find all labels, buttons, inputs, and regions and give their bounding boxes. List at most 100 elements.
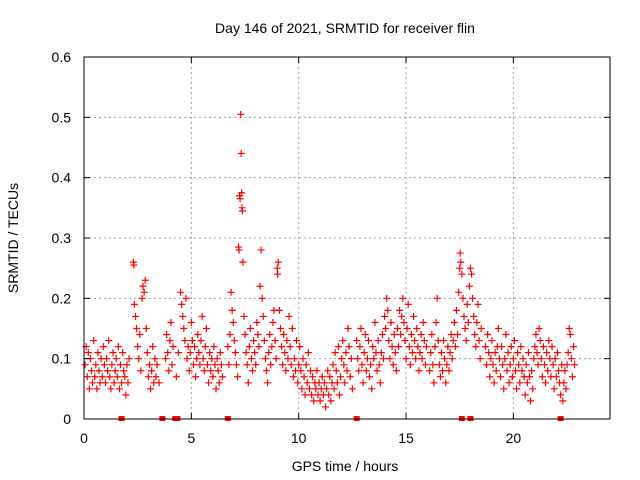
data-point [215,379,223,387]
data-point [295,361,303,369]
data-point [229,318,237,326]
data-point [299,355,307,363]
data-point [403,325,411,332]
y-tick-label: 0.5 [52,109,72,125]
data-point [305,385,313,393]
data-point [199,355,207,363]
data-point [252,361,260,369]
data-point [363,355,371,363]
data-point [232,361,240,369]
data-point [386,355,394,363]
data-point [85,385,93,393]
data-point [441,355,449,363]
data-point [568,373,576,381]
data-point [416,349,424,357]
data-point [197,337,205,345]
data-point [559,397,567,405]
data-point [200,367,208,375]
data-point [357,325,365,332]
data-point [433,294,441,302]
data-point [308,391,316,399]
data-point [417,331,425,339]
data-point [246,325,254,332]
data-point [484,331,492,339]
data-point [285,312,293,320]
data-point [505,379,513,387]
data-point [116,361,124,369]
data-point [451,343,459,351]
data-point [189,361,197,369]
data-point [326,373,334,381]
data-point [206,349,214,357]
data-point [239,258,247,266]
data-point [430,379,438,387]
data-point [241,331,249,339]
data-point [518,367,526,375]
data-point [341,379,349,387]
data-point [83,373,91,381]
data-point [348,385,356,393]
data-point [94,349,102,357]
data-point [487,355,495,363]
data-point [172,373,180,381]
y-tick-label: 0.2 [52,290,72,306]
data-point [549,361,557,369]
data-point [320,379,328,387]
data-point [527,397,535,405]
data-point [521,391,529,399]
data-point [498,343,506,351]
data-point [135,355,143,363]
data-point [388,343,396,351]
data-point [237,110,245,118]
data-point [358,361,366,369]
data-point [99,343,107,351]
data-point [294,379,302,387]
data-point [296,343,304,351]
data-point [449,337,457,345]
data-point [411,337,419,345]
data-point [107,385,115,393]
data-point [561,367,569,375]
data-point [184,343,192,351]
data-point [571,361,579,369]
data-point [114,343,122,351]
data-point [84,349,92,357]
data-point [499,361,507,369]
data-point [534,361,542,369]
y-tick-label: 0.1 [52,351,72,367]
data-point [402,355,410,363]
data-point [297,367,305,375]
data-point [455,288,463,296]
data-point [224,343,232,351]
data-point [360,349,368,357]
data-point [458,270,466,278]
data-point [533,349,541,357]
data-point [288,325,296,332]
data-point [95,367,103,375]
data-point [337,373,345,381]
data-point [278,343,286,351]
data-point [119,349,127,357]
data-point [134,343,142,351]
data-point [284,355,292,363]
data-point [313,367,321,375]
data-point [293,337,301,345]
data-point [373,367,381,375]
data-point [316,397,324,405]
data-point [514,349,522,357]
data-point [210,343,218,351]
data-point [255,343,263,351]
data-point [274,258,282,266]
data-point [271,337,279,345]
data-point [213,355,221,363]
data-point [412,355,420,363]
data-point [112,355,120,363]
data-point [407,331,415,339]
data-point [309,373,317,381]
data-point [415,367,423,375]
data-point [462,337,470,345]
data-point [450,318,458,326]
data-point [140,288,148,296]
data-point [307,367,315,375]
data-point [390,331,398,339]
